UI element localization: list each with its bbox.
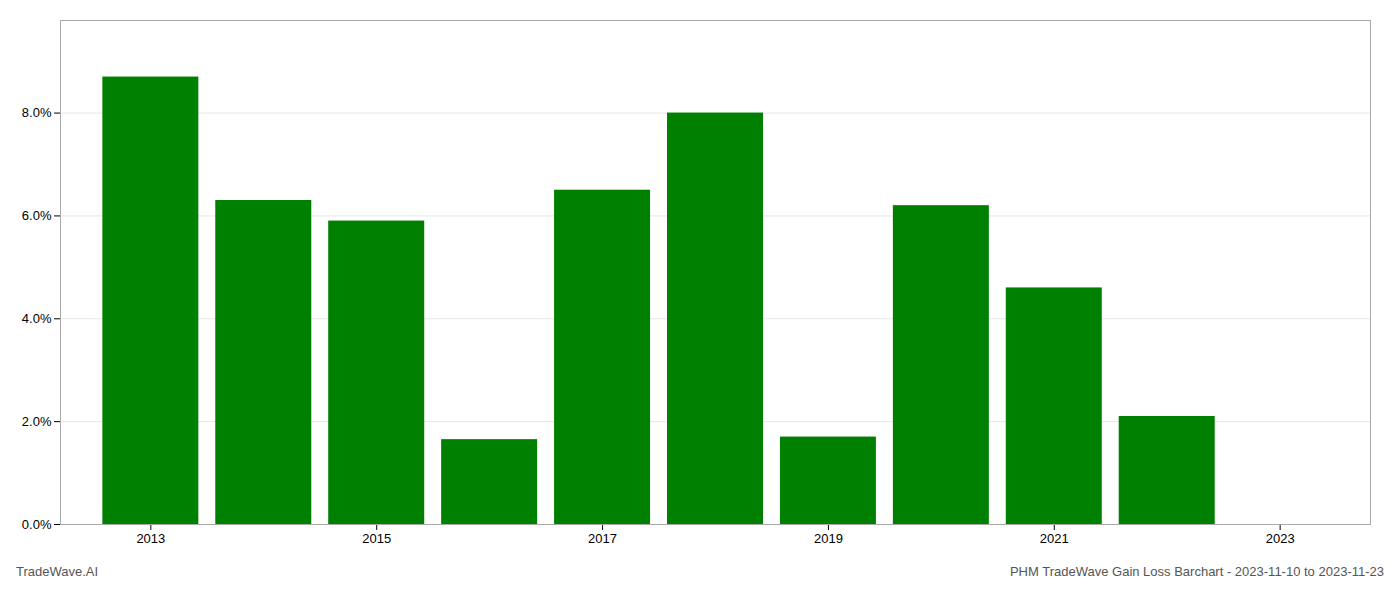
svg-text:8.0%: 8.0% [22, 105, 52, 120]
svg-text:2015: 2015 [362, 531, 391, 546]
svg-text:0.0%: 0.0% [22, 517, 52, 532]
svg-text:2.0%: 2.0% [22, 414, 52, 429]
svg-text:2017: 2017 [588, 531, 617, 546]
svg-text:4.0%: 4.0% [22, 311, 52, 326]
svg-text:2013: 2013 [136, 531, 165, 546]
svg-text:2021: 2021 [1040, 531, 1069, 546]
svg-text:6.0%: 6.0% [22, 208, 52, 223]
svg-text:2019: 2019 [814, 531, 843, 546]
html-text:PHM TradeWave Gain Loss Barcha: PHM TradeWave Gain Loss Barchart - 2023-… [1009, 564, 1384, 579]
svg-text:2023: 2023 [1266, 531, 1295, 546]
html-text:TradeWave.AI: TradeWave.AI [16, 564, 99, 579]
